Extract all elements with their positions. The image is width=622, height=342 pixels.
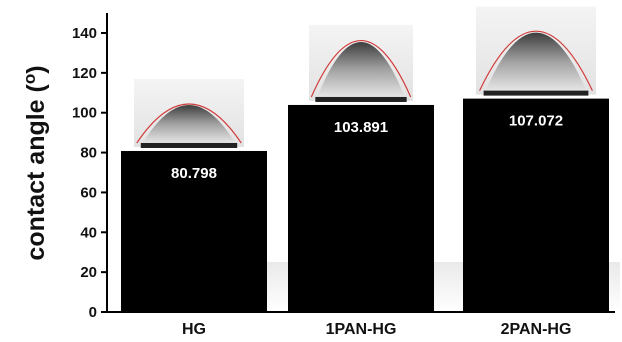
y-tick-label: 20	[80, 264, 97, 281]
bar-1pan-hg	[288, 104, 434, 312]
category-label: HG	[182, 321, 206, 338]
category-label: 1PAN-HG	[326, 321, 397, 338]
data-label: 80.798	[171, 165, 217, 182]
y-tick-label: 40	[80, 224, 97, 241]
y-axis-label: contact angle (o)	[20, 65, 51, 260]
droplet-photo-hg	[134, 78, 244, 148]
category-label: 2PAN-HG	[501, 321, 572, 338]
droplet-photo-1pan-hg	[309, 24, 413, 102]
y-tick-label: 140	[72, 25, 97, 42]
y-tick-label: 60	[80, 184, 97, 201]
bars	[121, 98, 609, 313]
bar-2pan-hg	[463, 98, 609, 313]
y-tick-label: 0	[89, 304, 97, 321]
droplet-photo-2pan-hg	[476, 6, 596, 96]
data-label: 107.072	[509, 113, 563, 130]
droplet-insets	[134, 6, 596, 148]
labels: 80.798 HG 103.891 1PAN-HG 107.072 2PAN-HG	[171, 113, 571, 338]
y-tick-label: 120	[72, 65, 97, 82]
y-tick-label: 80	[80, 145, 97, 162]
data-label: 103.891	[334, 119, 388, 136]
bar-hg	[121, 150, 267, 312]
y-tick-label: 100	[72, 105, 97, 122]
